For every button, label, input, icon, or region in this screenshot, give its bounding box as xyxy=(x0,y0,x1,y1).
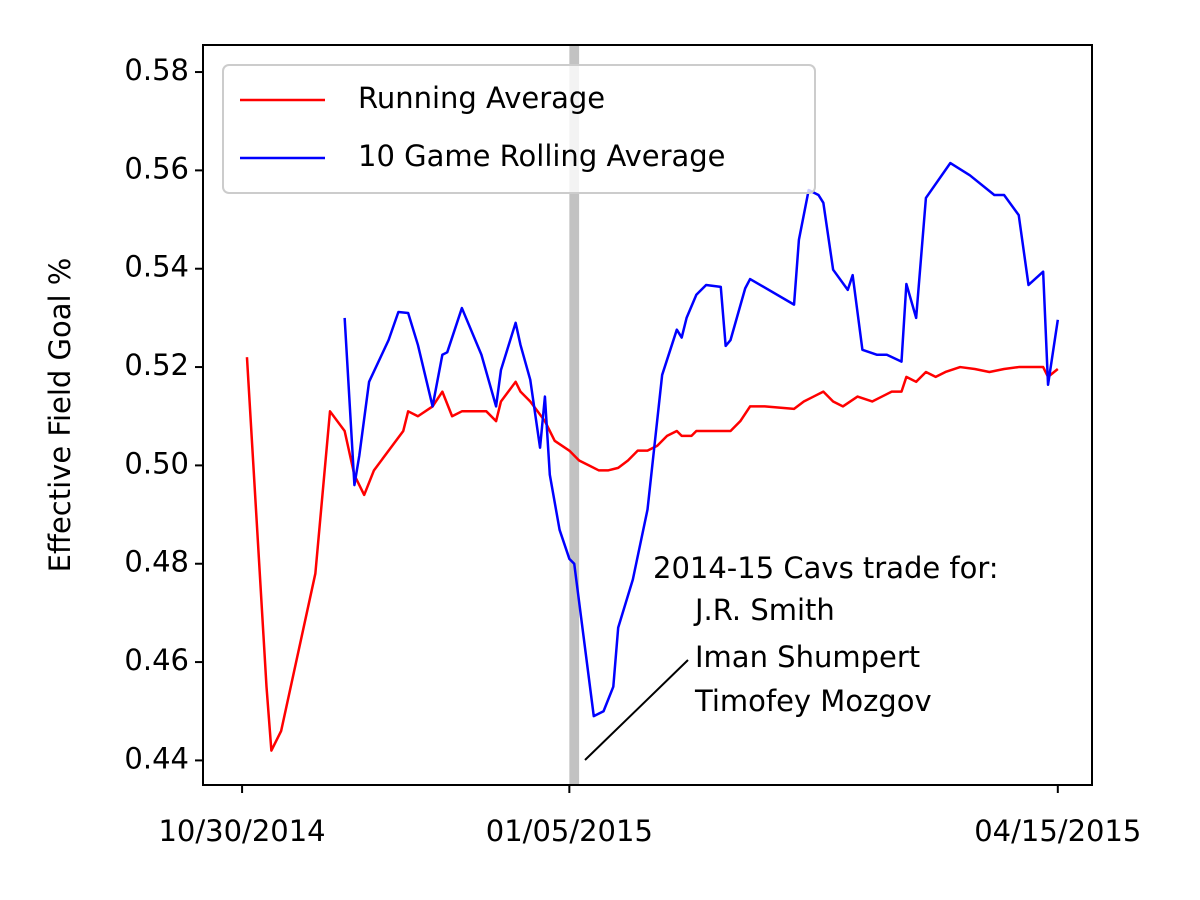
annotation-line: Iman Shumpert xyxy=(695,640,920,674)
x-tick-label: 04/15/2015 xyxy=(974,814,1141,848)
annotation-line: J.R. Smith xyxy=(693,593,835,627)
annotation-connector xyxy=(584,659,689,761)
y-tick-label: 0.48 xyxy=(124,545,189,579)
y-tick-label: 0.54 xyxy=(124,250,189,284)
series-line xyxy=(343,161,1060,718)
plot-lines xyxy=(245,161,1060,752)
y-tick-label: 0.56 xyxy=(124,151,189,185)
y-tick-label: 0.44 xyxy=(124,741,189,775)
legend: Running Average 10 Game Rolling Average xyxy=(222,64,816,194)
legend-box xyxy=(222,64,816,194)
plot-frame xyxy=(202,44,1093,786)
y-tick-label: 0.52 xyxy=(124,348,189,382)
y-axis-label: Effective Field Goal % xyxy=(43,258,77,573)
annotation-line: Timofey Mozgov xyxy=(694,684,932,718)
legend-label: Running Average xyxy=(358,81,605,115)
x-tick-label: 01/05/2015 xyxy=(486,814,653,848)
legend-label: 10 Game Rolling Average xyxy=(358,139,726,173)
annotation-line: 2014-15 Cavs trade for: xyxy=(653,551,999,585)
y-tick-label: 0.58 xyxy=(124,53,189,87)
x-tick-label: 10/30/2014 xyxy=(158,814,325,848)
series-line xyxy=(245,357,1059,752)
y-tick-label: 0.50 xyxy=(124,446,189,480)
y-tick-label: 0.46 xyxy=(124,643,189,677)
shaded-span xyxy=(569,45,580,785)
plot-underlay xyxy=(569,45,580,785)
